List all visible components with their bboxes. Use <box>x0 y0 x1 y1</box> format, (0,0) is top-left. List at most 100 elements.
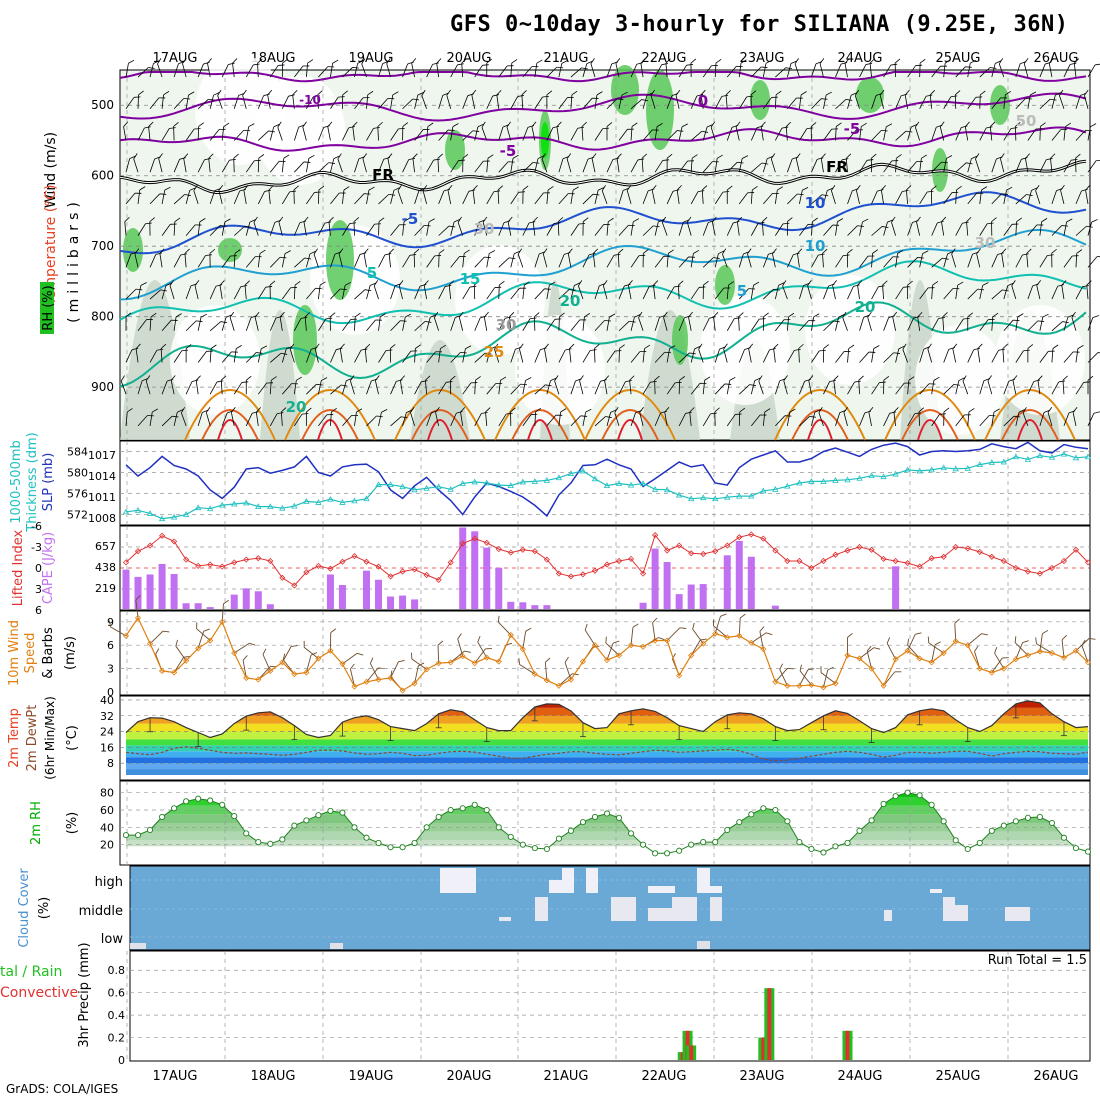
wind-barb <box>714 250 725 268</box>
cape-bar <box>170 574 178 609</box>
precip-label-conv: Convective <box>0 985 78 1001</box>
top-date-20AUG: 20AUG <box>446 51 491 66</box>
li-point <box>495 546 502 553</box>
wind-barb <box>678 64 693 78</box>
wind-barb <box>690 154 698 173</box>
wind-barb <box>125 288 143 300</box>
wind10-point <box>375 676 382 683</box>
li-point <box>1024 568 1031 575</box>
wind-barb <box>642 129 659 141</box>
wind-barb <box>847 380 861 395</box>
wind-barb <box>474 352 492 363</box>
wind-barb <box>328 216 334 236</box>
cape-bar <box>122 569 130 609</box>
wind-barb <box>342 126 355 141</box>
wind-barb <box>690 382 707 395</box>
wind-barb <box>257 382 274 395</box>
wind-barb <box>438 129 455 141</box>
rh-point <box>447 806 454 814</box>
wind10-point <box>423 666 430 673</box>
wind10-barb <box>759 626 765 650</box>
wind-barb <box>883 219 894 236</box>
wind-barb <box>964 121 970 141</box>
wind10-barb <box>1039 629 1049 652</box>
wind-barb <box>845 153 852 173</box>
wind-barb <box>411 58 417 78</box>
wind-barb <box>303 216 309 236</box>
wind-barb <box>627 280 633 300</box>
wind-barb <box>330 384 348 395</box>
temp-band <box>126 739 1088 746</box>
wind-barb <box>859 351 876 363</box>
wind10-barb <box>714 613 727 634</box>
wind-barb <box>281 94 295 109</box>
wind10-point <box>928 659 935 666</box>
wind-barb <box>833 375 839 395</box>
wind-barb <box>642 225 660 236</box>
wind10-label-2: Speed <box>23 633 38 674</box>
wind-barb <box>799 91 807 109</box>
wind-barb <box>258 130 275 141</box>
wind-barb <box>342 318 358 331</box>
rh2m-label-2: (%) <box>65 812 80 835</box>
wind-barb <box>931 376 940 395</box>
wind-barb <box>194 280 200 300</box>
wind-barb <box>426 255 442 268</box>
thickness-point <box>988 459 995 465</box>
contour-temp-35 <box>317 419 343 441</box>
rh-point <box>652 850 659 857</box>
wind-barb <box>870 153 877 173</box>
contour-label-4: FR <box>372 166 394 184</box>
wind-barb <box>907 412 922 427</box>
wind-barb <box>233 188 246 205</box>
contour-label-6: -5 <box>402 210 419 228</box>
rh-point <box>603 810 611 817</box>
wind-barb <box>390 127 405 141</box>
wind-barb <box>185 128 201 141</box>
wind-barb <box>883 411 897 427</box>
wind10-point <box>808 681 815 689</box>
contour-temp-30 <box>201 409 259 441</box>
wind-barb <box>750 377 761 395</box>
rh-point <box>736 819 743 826</box>
wind-barb <box>169 280 175 300</box>
rh-point <box>351 824 358 831</box>
wind-barb <box>438 381 453 395</box>
wind-barb <box>892 311 898 331</box>
wind-barb <box>871 285 885 300</box>
cape-bar <box>146 574 154 609</box>
wind-barb <box>1087 256 1100 268</box>
wind-barb <box>581 121 587 141</box>
cloud-middle-label: middle <box>79 904 123 919</box>
wind-barb <box>257 345 268 363</box>
rh-shade-moist <box>672 315 688 365</box>
wind-barb <box>255 407 262 426</box>
wind-barb <box>762 408 771 426</box>
wind-barb <box>1015 349 1030 363</box>
wind-barb <box>149 193 167 205</box>
wind-barb <box>221 351 238 363</box>
wind-barb <box>366 415 383 427</box>
wind-barb <box>534 407 542 426</box>
thickness-line <box>125 453 1089 520</box>
wind-barb <box>967 96 983 109</box>
li-point <box>387 573 394 580</box>
wind-barb <box>390 416 408 427</box>
wind-barb <box>148 121 154 141</box>
cape-bar <box>326 574 334 609</box>
wind-barb <box>714 287 731 300</box>
cape-bar <box>459 527 467 609</box>
wind-barb <box>386 58 391 78</box>
wind10-barb <box>497 615 512 636</box>
rh-point <box>243 830 250 837</box>
rh-point <box>543 845 550 853</box>
wind-barb <box>606 122 613 141</box>
wind-barb <box>991 97 1008 110</box>
thickness-point <box>663 486 671 493</box>
top-date-25AUG: 25AUG <box>935 51 980 66</box>
wind-barb <box>867 311 872 331</box>
wind-barb <box>1075 285 1089 300</box>
wind-barb <box>268 185 274 204</box>
wind-barb <box>498 280 505 300</box>
wind-barb <box>979 415 996 427</box>
